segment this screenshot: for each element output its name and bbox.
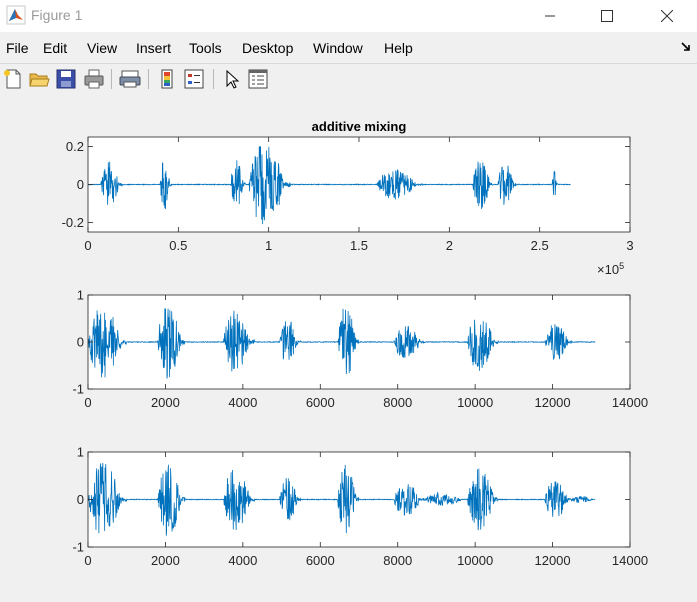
window-title: Figure 1	[31, 7, 83, 23]
x-tick-label: 6000	[306, 395, 335, 410]
axes-1-exponent-label: ×105	[597, 261, 624, 277]
menu-insert[interactable]: Insert	[136, 40, 172, 56]
title-bar: Figure 1	[0, 0, 697, 32]
x-tick-label: 2000	[151, 395, 180, 410]
y-tick-label: 0.2	[66, 139, 84, 154]
x-tick-label: 14000	[612, 395, 648, 410]
menu-tools[interactable]: Tools	[189, 40, 222, 56]
minimize-icon	[545, 15, 555, 17]
x-tick-label: 1	[265, 238, 272, 253]
y-tick-label: -1	[72, 540, 84, 555]
print-icon[interactable]	[83, 68, 105, 90]
x-tick-label: 0.5	[169, 238, 187, 253]
property-inspector-icon[interactable]	[247, 68, 269, 90]
toolbar-separator	[213, 69, 214, 89]
colorbar-icon[interactable]	[156, 68, 178, 90]
x-tick-label: 14000	[612, 553, 648, 568]
y-tick-label: 0	[77, 177, 84, 192]
maximize-button[interactable]	[584, 0, 630, 32]
x-tick-label: 0	[84, 553, 91, 568]
figure-canvas[interactable]: additive mixing 0 0.5 1 1.5 2 2.5 30.20-0.2 ×1…	[0, 96, 697, 602]
print-preview-icon[interactable]	[119, 68, 141, 90]
axes-1-ticks: 0 0.5 1 1.5 2 2.5 30.20-0.2	[62, 137, 634, 253]
new-figure-icon[interactable]	[2, 68, 24, 90]
close-icon	[661, 10, 673, 22]
x-tick-label: 4000	[228, 553, 257, 568]
y-tick-label: 1	[77, 288, 84, 303]
menu-window[interactable]: Window	[313, 40, 363, 56]
legend-icon[interactable]	[183, 68, 205, 90]
menu-edit[interactable]: Edit	[43, 40, 68, 56]
toolbar	[0, 63, 697, 96]
open-folder-icon[interactable]	[28, 68, 50, 90]
x-tick-label: 8000	[383, 395, 412, 410]
dock-arrow-icon[interactable]	[679, 40, 693, 54]
x-tick-label: 3	[626, 238, 633, 253]
save-icon[interactable]	[55, 68, 77, 90]
minimize-button[interactable]	[527, 0, 573, 32]
x-tick-label: 2.5	[531, 238, 549, 253]
x-tick-label: 0	[84, 395, 91, 410]
axes-3-signal-line	[87, 463, 596, 536]
y-tick-label: 1	[77, 445, 84, 460]
menu-view[interactable]: View	[87, 40, 118, 56]
toolbar-separator	[148, 69, 149, 89]
x-tick-label: 2	[446, 238, 453, 253]
y-tick-label: -1	[72, 382, 84, 397]
menu-desktop[interactable]: Desktop	[242, 40, 294, 56]
x-tick-label: 0	[84, 238, 91, 253]
maximize-icon	[601, 10, 613, 22]
close-button[interactable]	[644, 0, 690, 32]
x-tick-label: 6000	[306, 553, 335, 568]
axes-1-signal-line	[87, 146, 571, 225]
axes-1-title: additive mixing	[312, 119, 407, 134]
menu-bar: File Edit View Insert Tools Desktop Wind…	[0, 37, 697, 61]
y-tick-label: 0	[77, 492, 84, 507]
x-tick-label: 8000	[383, 553, 412, 568]
y-tick-label: 0	[77, 335, 84, 350]
x-tick-label: 12000	[534, 395, 570, 410]
y-tick-label: -0.2	[62, 215, 84, 230]
matlab-icon	[6, 5, 26, 25]
menu-file[interactable]: File	[6, 40, 29, 56]
x-tick-label: 2000	[151, 553, 180, 568]
menu-help[interactable]: Help	[384, 40, 413, 56]
x-tick-label: 12000	[534, 553, 570, 568]
x-tick-label: 10000	[457, 395, 493, 410]
edit-plot-arrow-icon[interactable]	[221, 68, 243, 90]
x-tick-label: 1.5	[350, 238, 368, 253]
axes-2-signal-line	[87, 308, 596, 379]
axes-1[interactable]: additive mixing 0 0.5 1 1.5 2 2.5 30.20-0.2 ×1…	[62, 119, 634, 277]
toolbar-separator	[111, 69, 112, 89]
x-tick-label: 4000	[228, 395, 257, 410]
x-tick-label: 10000	[457, 553, 493, 568]
